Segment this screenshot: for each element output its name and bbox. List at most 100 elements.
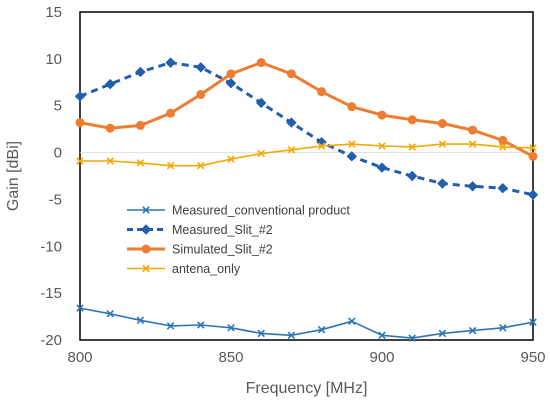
data-point (197, 321, 205, 329)
data-point (286, 69, 296, 79)
data-point (498, 135, 508, 145)
series-1 (76, 304, 537, 342)
data-point (408, 143, 416, 151)
legend-item-3: Simulated_Slit_#2 (127, 243, 273, 257)
data-point (166, 108, 176, 118)
data-point (468, 326, 477, 335)
data-point (135, 120, 145, 130)
data-point (136, 316, 145, 325)
data-point (317, 325, 326, 334)
legend-swatch-marker (142, 264, 150, 273)
data-point (348, 317, 356, 326)
data-point (255, 97, 267, 109)
data-point (408, 334, 416, 342)
series-line (79, 61, 534, 158)
series-line (79, 307, 534, 339)
data-point (286, 117, 297, 128)
x-tick-label: 850 (218, 349, 243, 366)
data-point (226, 69, 236, 79)
data-point (317, 142, 326, 150)
data-point (407, 115, 417, 125)
data-point (499, 143, 507, 151)
legend-swatch-marker (141, 244, 151, 254)
data-point (136, 159, 145, 167)
data-point (76, 304, 84, 312)
data-point (348, 140, 356, 148)
series-4 (76, 140, 537, 170)
data-point (166, 322, 175, 330)
data-point (74, 91, 86, 102)
legend-label: Simulated_Slit_#2 (172, 243, 273, 257)
legend-item-4: antena_only (127, 262, 241, 276)
data-point (166, 161, 175, 170)
data-point (378, 142, 386, 150)
x-axis-title: Frequency [MHz] (246, 380, 368, 397)
plot-area-border (79, 11, 534, 341)
data-point (287, 331, 296, 340)
data-point (197, 161, 205, 170)
y-axis-ticks: -20 -15 -10 -5 0 5 10 15 (40, 4, 62, 349)
y-axis-title: Gain [dBi] (5, 141, 22, 211)
data-point (347, 102, 357, 112)
x-axis-ticks: 800 850 900 950 (67, 349, 545, 366)
series-3 (75, 58, 538, 161)
data-point (135, 66, 146, 78)
legend-item-1: Measured_conventional product (127, 204, 350, 218)
data-point (257, 329, 265, 338)
data-point (227, 324, 235, 332)
data-point (346, 151, 358, 162)
data-point (256, 58, 266, 68)
data-point (497, 182, 509, 194)
data-point (377, 110, 387, 120)
data-point (76, 157, 84, 165)
data-point (196, 89, 206, 99)
legend-label: Measured_conventional product (172, 204, 350, 218)
data-point (468, 140, 477, 148)
data-point (406, 170, 418, 182)
series-layer (74, 57, 539, 342)
legend-swatch-marker (140, 224, 152, 235)
data-point (437, 119, 447, 129)
data-point (527, 189, 539, 200)
data-point (317, 87, 327, 97)
y-tick-label: 5 (54, 98, 62, 115)
data-point (376, 162, 388, 173)
y-tick-label: -10 (40, 238, 62, 255)
data-point (106, 157, 114, 165)
data-point (287, 145, 296, 154)
data-point (438, 140, 447, 148)
data-point (468, 125, 478, 135)
legend: Measured_conventional product Measured_Sl… (127, 204, 350, 276)
data-point (499, 324, 507, 332)
y-tick-label: -20 (40, 332, 62, 349)
data-point (75, 118, 85, 128)
data-point (528, 151, 538, 161)
x-tick-label: 900 (369, 349, 394, 366)
y-tick-label: -5 (49, 191, 62, 208)
data-point (165, 57, 176, 68)
data-point (106, 309, 114, 318)
data-point (104, 78, 116, 90)
series-line (79, 61, 534, 197)
legend-label: Measured_Slit_#2 (172, 223, 273, 237)
x-tick-label: 800 (67, 349, 92, 366)
data-point (529, 144, 537, 152)
data-point (437, 178, 448, 189)
y-tick-label: 15 (45, 4, 62, 21)
series-line (80, 143, 534, 167)
x-tick-label: 950 (520, 349, 545, 366)
series-2 (74, 57, 539, 200)
data-point (105, 123, 115, 133)
data-point (438, 329, 447, 338)
y-tick-label: 0 (54, 145, 62, 162)
y-tick-label: -15 (40, 285, 62, 302)
data-point (378, 331, 386, 340)
data-point (227, 155, 235, 163)
data-point (257, 149, 265, 158)
data-point (195, 62, 207, 73)
legend-item-2: Measured_Slit_#2 (127, 223, 273, 237)
data-point (467, 181, 478, 192)
legend-label: antena_only (172, 262, 241, 276)
